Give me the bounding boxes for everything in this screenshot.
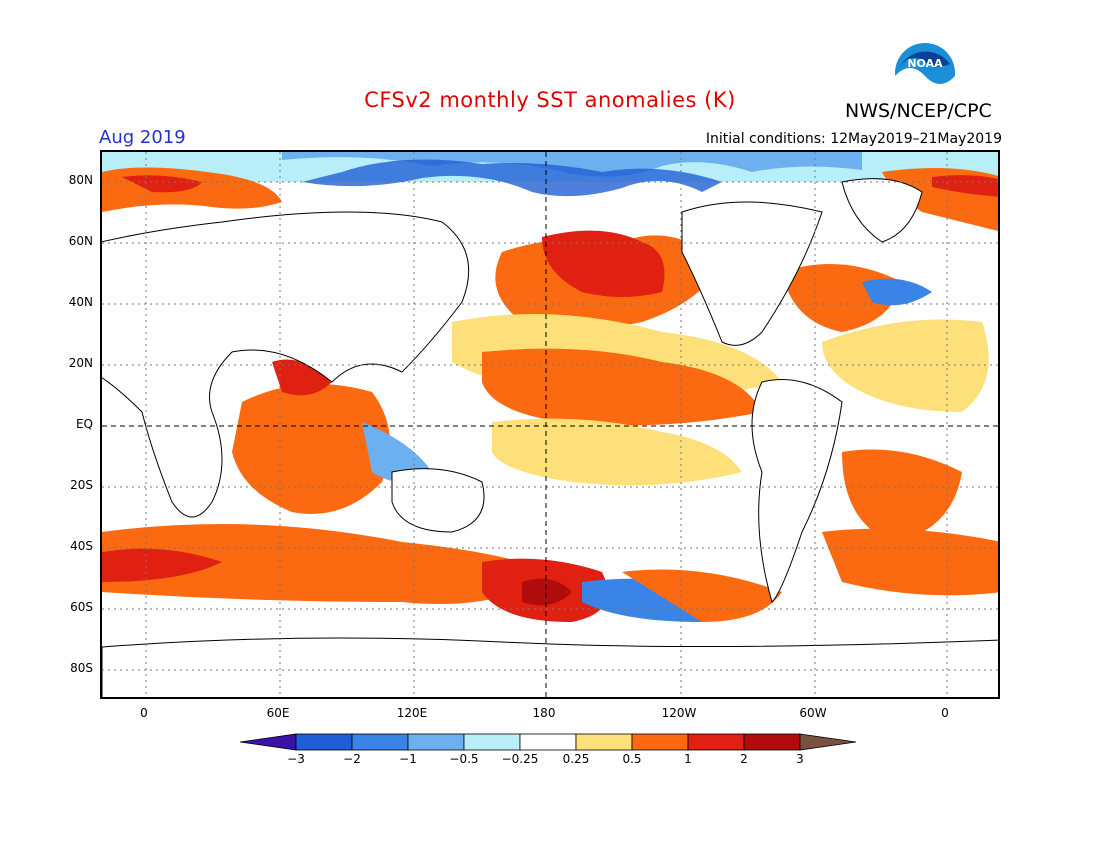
- lon-label: 0: [941, 706, 949, 720]
- agency-label: NWS/NCEP/CPC: [845, 100, 992, 122]
- lat-label: EQ: [75, 417, 93, 431]
- greenland-land: [841, 178, 923, 243]
- lat-label: 20S: [70, 478, 93, 492]
- colorbar-swatches: [239, 733, 857, 751]
- colorbar-extend-high: [799, 733, 857, 751]
- colorbar-tick-label: 2: [740, 752, 748, 766]
- graticule: [102, 152, 998, 697]
- north-america-land: [681, 201, 823, 346]
- colorbar-tick-label: −2: [343, 752, 361, 766]
- north-atlantic-cool: [862, 278, 932, 306]
- central-pacific-warm: [482, 348, 762, 426]
- australia-land: [391, 468, 485, 533]
- colorbar-tick-label: 1: [684, 752, 692, 766]
- colorbar-tick-label: 0.5: [622, 752, 642, 766]
- colorbar-tick-label: −0.25: [501, 752, 539, 766]
- arctic-cold-region: [282, 152, 862, 177]
- sst-anomaly-map: [100, 150, 1000, 699]
- indian-ocean-warm: [232, 384, 390, 514]
- colorbar-tick-label: 3: [796, 752, 804, 766]
- colorbar-tick-label: −1: [399, 752, 417, 766]
- south-america-land: [751, 379, 843, 603]
- lat-label: 80S: [70, 661, 93, 675]
- colorbar-swatch: [463, 733, 521, 751]
- lon-label: 0: [140, 706, 148, 720]
- east-indian-cool: [362, 422, 432, 482]
- south-atlantic-belt: [822, 528, 998, 596]
- valid-month-label: Aug 2019: [99, 127, 186, 148]
- colorbar-swatch: [743, 733, 801, 751]
- colorbar-tick-label: −3: [287, 752, 305, 766]
- southern-indian-belt: [102, 524, 552, 604]
- colorbar-swatch: [631, 733, 689, 751]
- map-canvas: [102, 152, 998, 697]
- chart-title: CFSv2 monthly SST anomalies (K): [364, 88, 736, 112]
- colorbar-swatch: [295, 733, 353, 751]
- lat-label: 40N: [68, 295, 93, 309]
- arabian-sea-warm: [272, 359, 332, 396]
- south-pacific-extreme-warm: [522, 578, 572, 606]
- colorbar-tick-label: −0.5: [449, 752, 479, 766]
- southeast-pacific-warm: [622, 569, 782, 622]
- logo-text: NOAA: [907, 57, 943, 70]
- equatorial-pacific-warm: [492, 418, 742, 486]
- southern-belt-very-warm: [102, 548, 222, 582]
- colorbar: [239, 733, 862, 755]
- colorbar-swatch: [407, 733, 465, 751]
- eurasia-africa-land: [102, 211, 470, 518]
- colorbar-swatch: [687, 733, 745, 751]
- lat-label: 20N: [68, 356, 93, 370]
- colorbar-tick-label: 0.25: [562, 752, 590, 766]
- lat-label: 60S: [70, 600, 93, 614]
- noaa-logo: NOAA: [894, 42, 956, 106]
- lat-label: 80N: [68, 173, 93, 187]
- north-atlantic-warm: [822, 319, 989, 412]
- barents-very-warm: [122, 175, 202, 193]
- lon-label: 60W: [799, 706, 827, 720]
- lat-label: 60N: [68, 234, 93, 248]
- lon-label: 120E: [396, 706, 428, 720]
- initial-conditions-label: Initial conditions: 12May2019–21May2019: [705, 131, 1002, 147]
- colorbar-extend-low: [239, 733, 297, 751]
- arctic-strong-cold: [302, 159, 722, 197]
- lon-label: 120W: [661, 706, 697, 720]
- north-pacific-very-warm: [542, 230, 665, 297]
- colorbar-swatch: [519, 733, 577, 751]
- lon-label: 180: [532, 706, 556, 720]
- colorbar-swatch: [575, 733, 633, 751]
- greenland-sea-very-warm: [932, 175, 998, 197]
- colorbar-swatch: [351, 733, 409, 751]
- south-atlantic-warm: [842, 449, 962, 542]
- antarctica-land: [102, 637, 998, 697]
- lon-label: 60E: [266, 706, 290, 720]
- lat-label: 40S: [70, 539, 93, 553]
